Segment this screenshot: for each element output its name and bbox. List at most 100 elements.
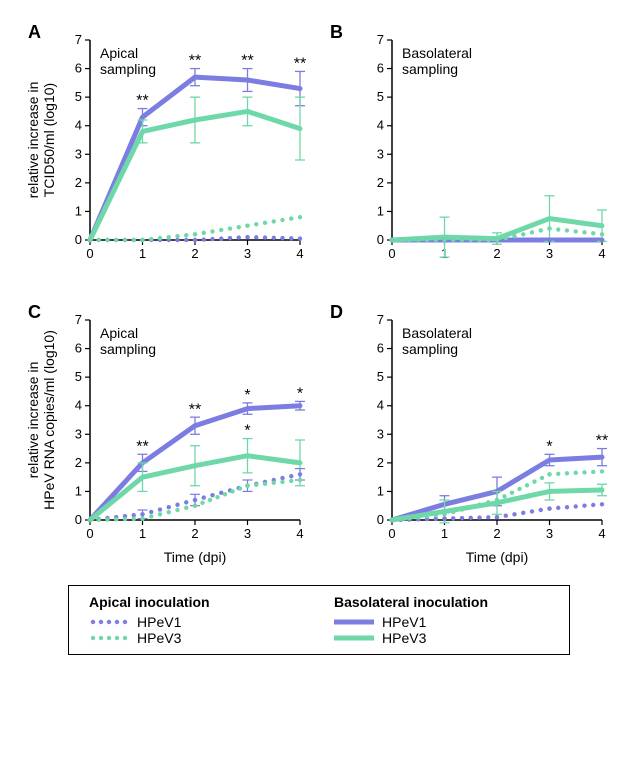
swatch-baso-hpev3: [334, 632, 374, 644]
svg-text:**: **: [595, 433, 607, 450]
svg-text:3: 3: [376, 146, 383, 161]
svg-text:Time (dpi): Time (dpi): [164, 549, 227, 565]
legend-label: HPeV1: [137, 614, 181, 630]
svg-text:*: *: [244, 387, 250, 404]
svg-text:4: 4: [75, 118, 82, 133]
swatch-apical-hpev3: [89, 632, 129, 644]
svg-text:*: *: [297, 386, 303, 403]
svg-text:2: 2: [376, 455, 383, 470]
legend-label: HPeV3: [137, 630, 181, 646]
svg-text:B: B: [330, 22, 343, 42]
svg-text:3: 3: [545, 526, 552, 541]
svg-text:2: 2: [376, 175, 383, 190]
svg-text:3: 3: [244, 246, 251, 261]
svg-text:2: 2: [191, 526, 198, 541]
svg-text:sampling: sampling: [402, 341, 458, 357]
svg-text:Apical: Apical: [100, 325, 138, 341]
svg-text:4: 4: [296, 526, 303, 541]
svg-text:0: 0: [75, 232, 82, 247]
panel-d: 0123456701234***DBasolateralsamplingTime…: [322, 300, 619, 570]
svg-text:7: 7: [376, 312, 383, 327]
svg-text:5: 5: [75, 89, 82, 104]
svg-text:relative increase in: relative increase in: [25, 82, 41, 199]
svg-text:sampling: sampling: [402, 61, 458, 77]
svg-text:2: 2: [75, 455, 82, 470]
svg-text:0: 0: [388, 246, 395, 261]
svg-text:TCID50/ml (log10): TCID50/ml (log10): [41, 83, 57, 197]
svg-text:D: D: [330, 302, 343, 322]
svg-text:1: 1: [139, 526, 146, 541]
svg-text:C: C: [28, 302, 41, 322]
svg-text:0: 0: [376, 512, 383, 527]
svg-text:**: **: [189, 53, 201, 70]
svg-text:4: 4: [296, 246, 303, 261]
svg-text:3: 3: [376, 426, 383, 441]
svg-text:sampling: sampling: [100, 341, 156, 357]
swatch-baso-hpev1: [334, 616, 374, 628]
svg-text:1: 1: [376, 203, 383, 218]
legend-label: HPeV1: [382, 614, 426, 630]
svg-text:1: 1: [139, 246, 146, 261]
svg-text:7: 7: [75, 312, 82, 327]
panel-c: 0123456701234*******CApicalsamplingrelat…: [20, 300, 317, 570]
svg-text:4: 4: [598, 526, 605, 541]
svg-text:5: 5: [376, 89, 383, 104]
svg-text:**: **: [136, 438, 148, 455]
svg-text:6: 6: [376, 61, 383, 76]
svg-text:HPeV RNA copies/ml (log10): HPeV RNA copies/ml (log10): [41, 330, 57, 510]
svg-text:1: 1: [75, 203, 82, 218]
svg-text:4: 4: [75, 398, 82, 413]
panel-a: 0 1 2 3 4 5 6 7 0 1 2 3 4 ** ** ** ** A Apicalsampling rela…: [20, 20, 317, 290]
svg-text:1: 1: [376, 483, 383, 498]
svg-text:5: 5: [75, 369, 82, 384]
svg-text:6: 6: [376, 341, 383, 356]
svg-text:relative increase in: relative increase in: [25, 362, 41, 479]
legend-header-apical: Apical inoculation: [89, 594, 304, 610]
svg-text:1: 1: [440, 526, 447, 541]
svg-text:7: 7: [75, 32, 82, 47]
legend-row-baso-hpev3: HPeV3: [334, 630, 549, 646]
svg-text:1: 1: [75, 483, 82, 498]
svg-text:A: A: [28, 22, 41, 42]
legend-row-apical-hpev1: HPeV1: [89, 614, 304, 630]
svg-text:**: **: [294, 56, 306, 73]
legend-row-apical-hpev3: HPeV3: [89, 630, 304, 646]
svg-text:4: 4: [376, 398, 383, 413]
svg-text:6: 6: [75, 61, 82, 76]
swatch-apical-hpev1: [89, 616, 129, 628]
legend-col-apical: Apical inoculation HPeV1 HPeV3: [89, 594, 304, 646]
svg-text:*: *: [244, 423, 250, 440]
svg-text:0: 0: [86, 246, 93, 261]
svg-text:0: 0: [86, 526, 93, 541]
svg-text:**: **: [136, 93, 148, 110]
svg-text:0: 0: [75, 512, 82, 527]
svg-text:*: *: [546, 438, 552, 455]
svg-text:3: 3: [75, 426, 82, 441]
svg-text:Basolateral: Basolateral: [402, 325, 472, 341]
svg-text:0: 0: [388, 526, 395, 541]
legend-row-baso-hpev1: HPeV1: [334, 614, 549, 630]
svg-text:2: 2: [191, 246, 198, 261]
svg-text:sampling: sampling: [100, 61, 156, 77]
svg-text:4: 4: [598, 246, 605, 261]
svg-text:Basolateral: Basolateral: [402, 45, 472, 61]
legend-col-basolateral: Basolateral inoculation HPeV1 HPeV3: [334, 594, 549, 646]
svg-text:7: 7: [376, 32, 383, 47]
svg-text:4: 4: [376, 118, 383, 133]
svg-text:0: 0: [376, 232, 383, 247]
figure-grid: 0123456701234********AApicalsamplingrela…: [20, 20, 618, 570]
svg-text:**: **: [189, 401, 201, 418]
svg-text:2: 2: [493, 526, 500, 541]
svg-text:**: **: [241, 53, 253, 70]
svg-text:3: 3: [545, 246, 552, 261]
panel-b: 0123456701234BBasolateralsampling: [322, 20, 619, 290]
legend-label: HPeV3: [382, 630, 426, 646]
svg-text:3: 3: [244, 526, 251, 541]
svg-text:5: 5: [376, 369, 383, 384]
svg-text:2: 2: [75, 175, 82, 190]
svg-text:3: 3: [75, 146, 82, 161]
svg-text:Apical: Apical: [100, 45, 138, 61]
svg-text:2: 2: [493, 246, 500, 261]
svg-text:Time (dpi): Time (dpi): [465, 549, 528, 565]
legend-header-basolateral: Basolateral inoculation: [334, 594, 549, 610]
